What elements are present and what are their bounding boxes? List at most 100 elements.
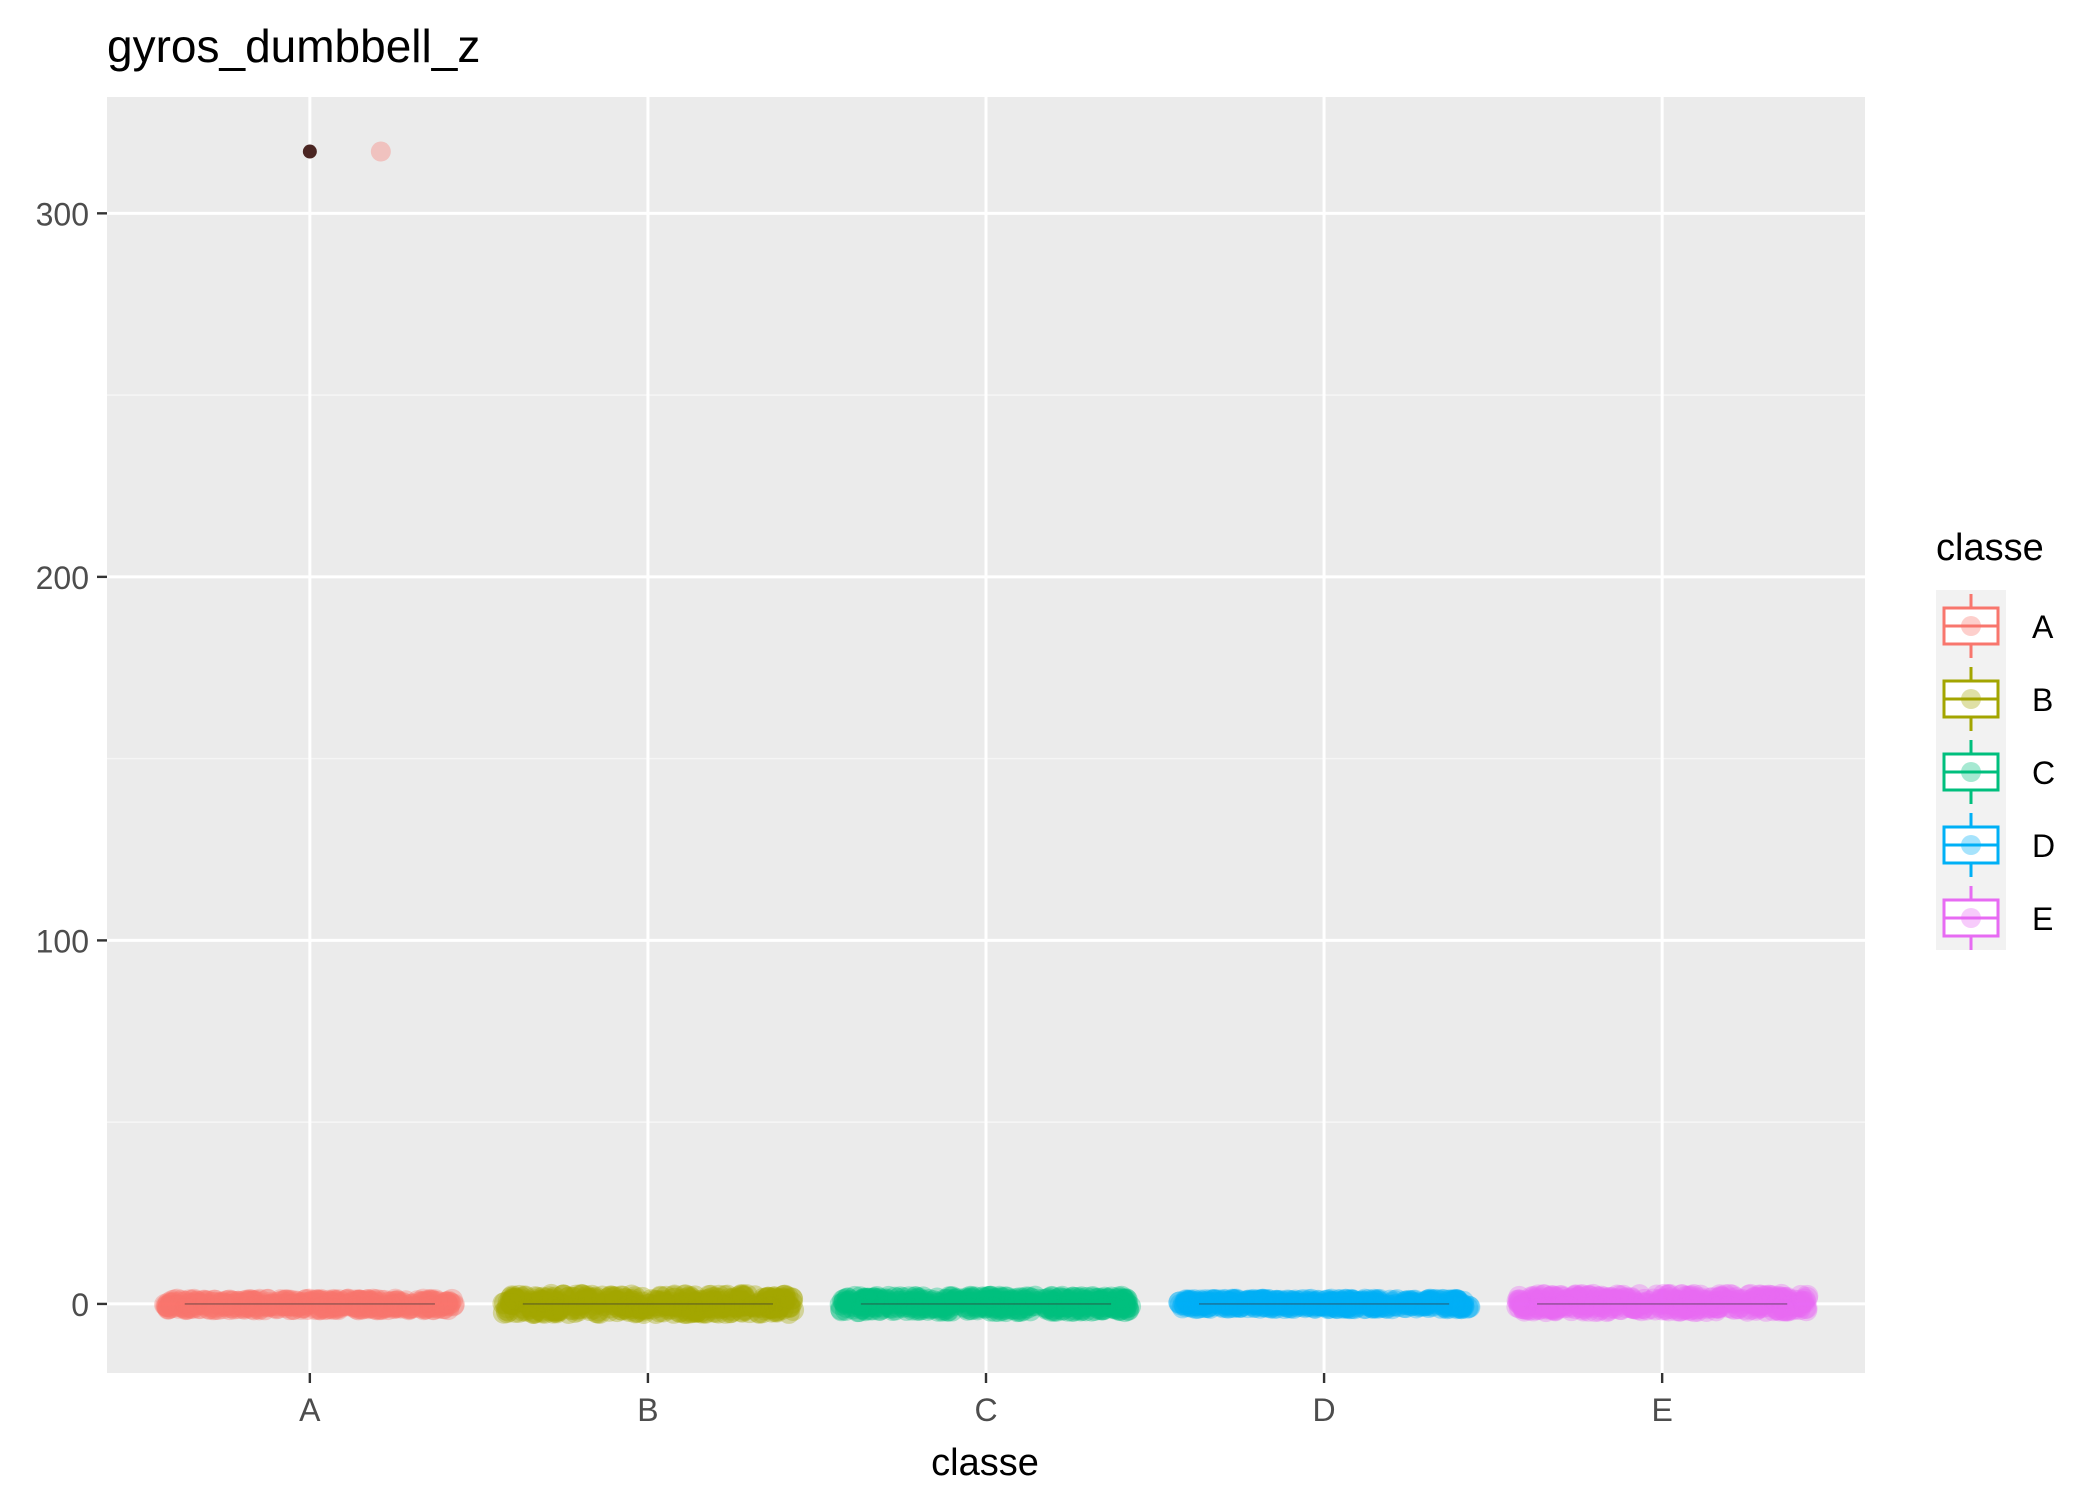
data-point <box>939 1289 962 1312</box>
data-point <box>1621 1296 1644 1319</box>
data-point <box>993 1290 1016 1313</box>
data-point <box>1587 1295 1610 1318</box>
data-point <box>1379 1289 1402 1312</box>
data-point <box>1060 1291 1083 1314</box>
data-point <box>1508 1292 1531 1315</box>
data-point <box>1375 1296 1398 1319</box>
data-point <box>414 1297 437 1320</box>
data-point <box>598 1299 621 1322</box>
data-point <box>1321 1291 1344 1314</box>
data-point <box>1789 1295 1812 1318</box>
plot-panel <box>107 97 1865 1373</box>
data-point <box>1001 1289 1024 1312</box>
data-point <box>1689 1296 1712 1319</box>
data-point <box>777 1295 800 1318</box>
data-point <box>1203 1294 1226 1317</box>
data-point <box>1416 1290 1439 1313</box>
data-point <box>562 1294 585 1317</box>
data-point <box>245 1293 268 1316</box>
data-point <box>953 1295 976 1318</box>
data-point <box>1419 1288 1442 1311</box>
data-point <box>1622 1289 1645 1312</box>
data-point <box>672 1288 695 1311</box>
data-point <box>368 1297 391 1320</box>
data-point <box>243 1289 266 1312</box>
data-point <box>1000 1294 1023 1317</box>
data-point <box>620 1290 643 1313</box>
data-point <box>1564 1284 1587 1307</box>
data-point <box>919 1297 942 1320</box>
data-point <box>388 1294 411 1317</box>
data-point <box>1285 1295 1308 1318</box>
data-point <box>1186 1290 1209 1313</box>
data-point <box>1788 1298 1811 1321</box>
data-point <box>441 1288 464 1311</box>
data-point <box>308 1297 331 1320</box>
data-point <box>176 1297 199 1320</box>
data-point <box>685 1297 708 1320</box>
data-point <box>850 1289 873 1312</box>
data-point <box>1246 1293 1269 1316</box>
data-point <box>290 1296 313 1319</box>
data-point <box>1517 1293 1540 1316</box>
data-point <box>1430 1290 1453 1313</box>
data-point <box>1665 1297 1688 1320</box>
data-point <box>1707 1291 1730 1314</box>
data-point <box>1594 1288 1617 1311</box>
data-point <box>982 1296 1005 1319</box>
data-point <box>1529 1291 1552 1314</box>
data-point <box>185 1293 208 1316</box>
data-point <box>1303 1296 1326 1319</box>
data-point <box>499 1291 522 1314</box>
data-point <box>1443 1291 1466 1314</box>
data-point <box>424 1289 447 1312</box>
data-point <box>1666 1289 1689 1312</box>
data-point <box>1112 1289 1135 1312</box>
data-point <box>1098 1288 1121 1311</box>
data-point <box>1266 1294 1289 1317</box>
data-point <box>1114 1288 1137 1311</box>
data-point <box>1512 1297 1535 1320</box>
data-point <box>1680 1285 1703 1308</box>
data-point <box>1728 1289 1751 1312</box>
data-point <box>1674 1285 1697 1308</box>
data-point <box>1251 1288 1274 1311</box>
data-point <box>987 1299 1010 1322</box>
data-point <box>1602 1294 1625 1317</box>
data-point <box>935 1289 958 1312</box>
data-point <box>1711 1286 1734 1309</box>
data-point <box>862 1290 885 1313</box>
data-point <box>1441 1294 1464 1317</box>
data-point <box>773 1284 796 1307</box>
data-point <box>1698 1295 1721 1318</box>
data-point <box>771 1297 794 1320</box>
data-point <box>167 1295 190 1318</box>
data-point <box>856 1289 879 1312</box>
data-point <box>1074 1289 1097 1312</box>
data-point <box>1674 1290 1697 1313</box>
data-point <box>1067 1295 1090 1318</box>
data-point <box>1393 1290 1416 1313</box>
data-point <box>542 1299 565 1322</box>
data-point <box>1600 1288 1623 1311</box>
data-point <box>1317 1289 1340 1312</box>
data-point <box>760 1297 783 1320</box>
data-point <box>575 1286 598 1309</box>
data-point <box>1290 1290 1313 1313</box>
data-point <box>237 1295 260 1318</box>
data-point <box>1075 1290 1098 1313</box>
data-point <box>502 1287 525 1310</box>
data-point <box>157 1297 180 1320</box>
data-point <box>1119 1295 1142 1318</box>
data-point <box>1265 1289 1288 1312</box>
data-point <box>1334 1288 1357 1311</box>
data-point <box>366 1294 389 1317</box>
data-point <box>709 1294 732 1317</box>
data-point <box>1297 1294 1320 1317</box>
data-point <box>1432 1289 1455 1312</box>
data-point <box>1553 1290 1576 1313</box>
data-point <box>1773 1299 1796 1322</box>
data-point <box>870 1290 893 1313</box>
data-point <box>1524 1292 1547 1315</box>
